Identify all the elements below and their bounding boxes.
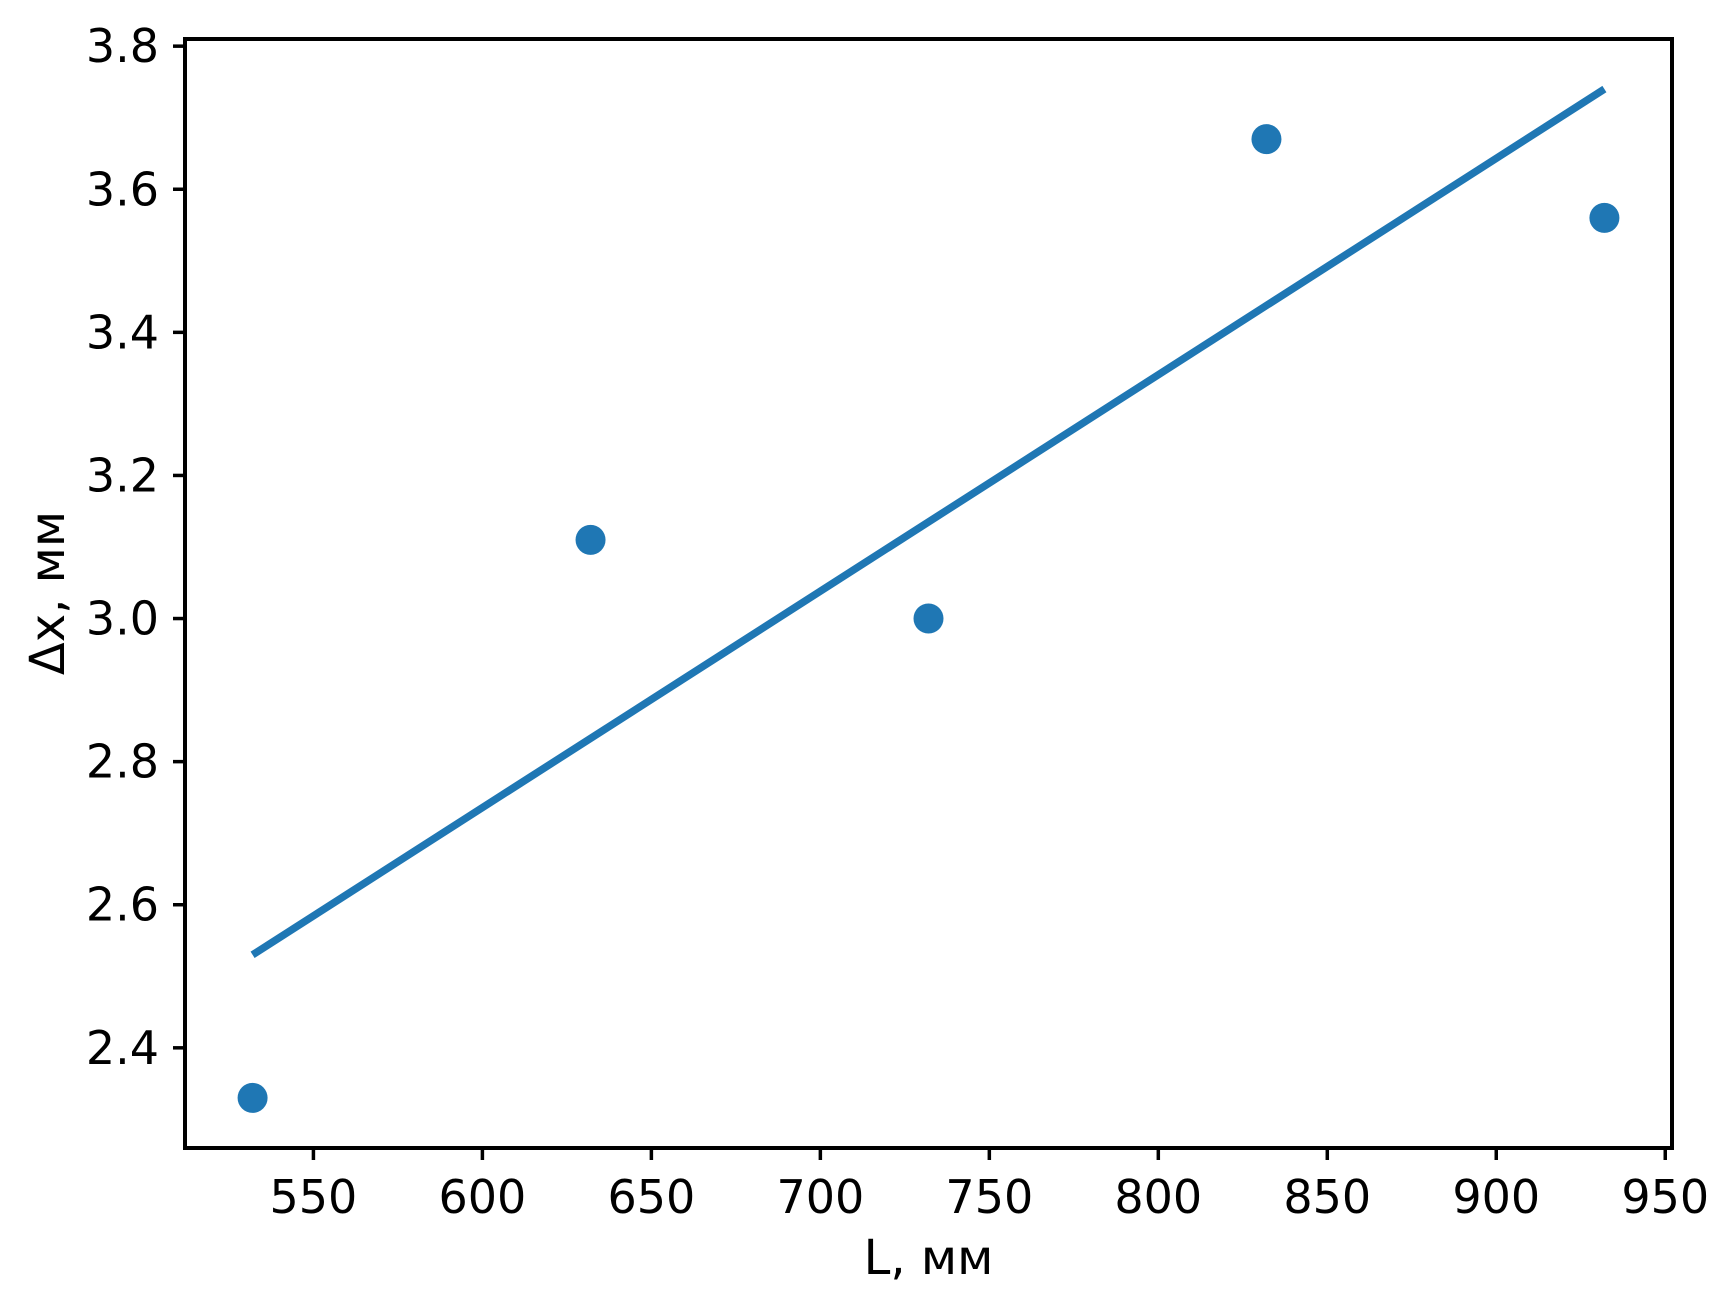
x-tick-label: 700 [776, 1170, 864, 1224]
data-point [913, 603, 944, 634]
y-tick-label: 2.4 [86, 1021, 159, 1075]
x-axis-label: L, мм [863, 1230, 994, 1286]
y-tick-label: 3.2 [86, 448, 159, 502]
data-point [1251, 124, 1282, 155]
y-tick-label: 2.6 [86, 878, 159, 932]
data-point [1589, 202, 1620, 233]
y-tick-label: 3.4 [86, 305, 159, 359]
x-tick-label: 950 [1621, 1170, 1709, 1224]
x-tick-label: 650 [607, 1170, 695, 1224]
x-tick-label: 850 [1283, 1170, 1371, 1224]
y-tick-label: 3.6 [86, 162, 159, 216]
y-tick-label: 3.0 [86, 592, 159, 646]
plot-border [183, 37, 1674, 1150]
y-tick-label: 2.8 [86, 735, 159, 789]
x-tick-label: 900 [1452, 1170, 1540, 1224]
x-tick-label: 550 [270, 1170, 358, 1224]
x-tick-label: 800 [1114, 1170, 1202, 1224]
data-point [237, 1082, 268, 1113]
data-point [575, 524, 606, 555]
y-axis-label: Δx, мм [20, 510, 76, 676]
x-tick-label: 600 [438, 1170, 526, 1224]
y-tick-label: 3.8 [86, 19, 159, 73]
trend-line [250, 85, 1607, 958]
x-tick-label: 750 [945, 1170, 1033, 1224]
